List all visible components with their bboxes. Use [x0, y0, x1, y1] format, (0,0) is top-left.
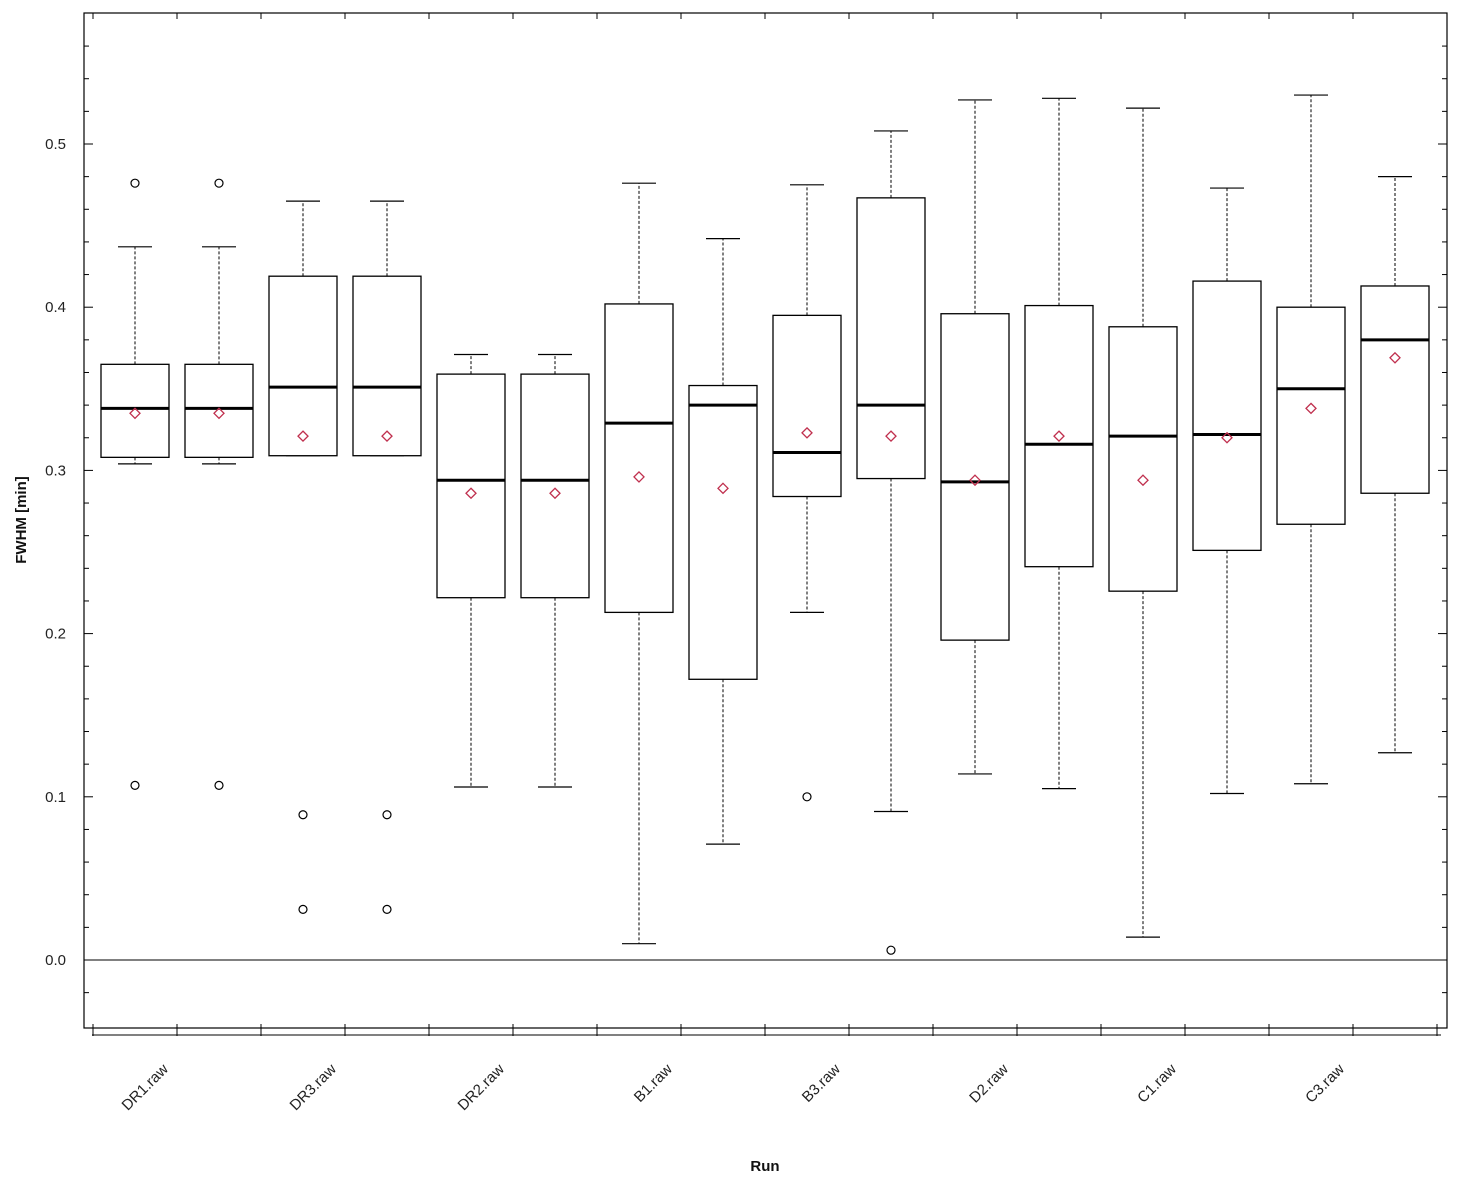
iqr-box: [268, 275, 338, 457]
box-16: [1360, 176, 1430, 754]
mean-marker: [969, 474, 981, 487]
outlier-point: [298, 810, 308, 820]
y-tick-label: 0.1: [45, 789, 66, 806]
outlier-point: [382, 810, 392, 820]
iqr-box: [688, 384, 758, 680]
box-11: [940, 99, 1010, 775]
iqr-box: [184, 363, 254, 458]
box-2: [184, 178, 254, 790]
box-6: [520, 353, 590, 788]
x-tick-label: DR3.raw: [287, 1061, 340, 1114]
iqr-box: [1024, 304, 1094, 568]
box-5: [436, 353, 506, 788]
iqr-box: [100, 363, 170, 458]
iqr-box: [352, 275, 422, 457]
iqr-box: [436, 373, 506, 599]
outlier-point: [130, 178, 140, 188]
box-15: [1276, 94, 1346, 785]
x-tick-label: DR1.raw: [119, 1061, 172, 1114]
y-tick-label: 0.0: [45, 952, 66, 969]
x-tick-label: C3.raw: [1302, 1061, 1348, 1107]
box-4: [352, 200, 422, 915]
x-tick-label: DR2.raw: [455, 1061, 508, 1114]
mean-marker: [1389, 351, 1401, 364]
box-10: [856, 130, 926, 955]
outlier-point: [382, 904, 392, 915]
mean-marker: [1221, 431, 1233, 444]
iqr-box: [520, 373, 590, 599]
iqr-box: [1192, 280, 1262, 552]
mean-marker: [297, 430, 309, 443]
mean-marker: [1305, 402, 1317, 415]
outlier-point: [130, 780, 140, 790]
y-axis-title: FWHM [min]: [13, 476, 30, 563]
y-tick-label: 0.4: [45, 299, 66, 316]
box-1: [100, 178, 170, 790]
outlier-point: [214, 178, 224, 188]
boxes-layer: [100, 94, 1430, 955]
outlier-point: [214, 780, 224, 790]
x-tick-label: C1.raw: [1134, 1061, 1180, 1107]
mean-marker: [633, 471, 645, 483]
outlier-point: [886, 945, 896, 955]
x-tick-label: B1.raw: [631, 1061, 676, 1106]
box-3: [268, 200, 338, 915]
iqr-box: [1276, 306, 1346, 525]
outlier-point: [298, 904, 308, 915]
mean-marker: [885, 430, 897, 443]
box-14: [1192, 187, 1262, 795]
outlier-point: [802, 792, 812, 802]
mean-marker: [381, 430, 393, 443]
box-12: [1024, 97, 1094, 790]
x-tick-label: B3.raw: [799, 1061, 844, 1106]
iqr-box: [604, 303, 674, 614]
mean-marker: [1053, 430, 1065, 443]
y-tick-label: 0.3: [45, 462, 66, 479]
iqr-box: [772, 314, 842, 498]
y-tick-label: 0.2: [45, 626, 66, 643]
box-9: [772, 184, 842, 802]
mean-marker: [465, 487, 477, 500]
iqr-box: [1360, 285, 1430, 494]
box-8: [688, 238, 758, 845]
mean-marker: [1137, 474, 1149, 487]
mean-marker: [129, 407, 141, 420]
x-tick-label: D2.raw: [966, 1061, 1012, 1107]
box-13: [1108, 107, 1178, 938]
mean-marker: [801, 426, 813, 439]
x-axis-title: Run: [750, 1158, 779, 1175]
mean-marker: [717, 482, 729, 495]
mean-marker: [549, 487, 561, 500]
y-tick-label: 0.5: [45, 136, 66, 153]
mean-marker: [213, 407, 225, 420]
iqr-box: [940, 313, 1010, 641]
iqr-box: [856, 197, 926, 480]
iqr-box: [1108, 326, 1178, 592]
box-7: [604, 182, 674, 945]
